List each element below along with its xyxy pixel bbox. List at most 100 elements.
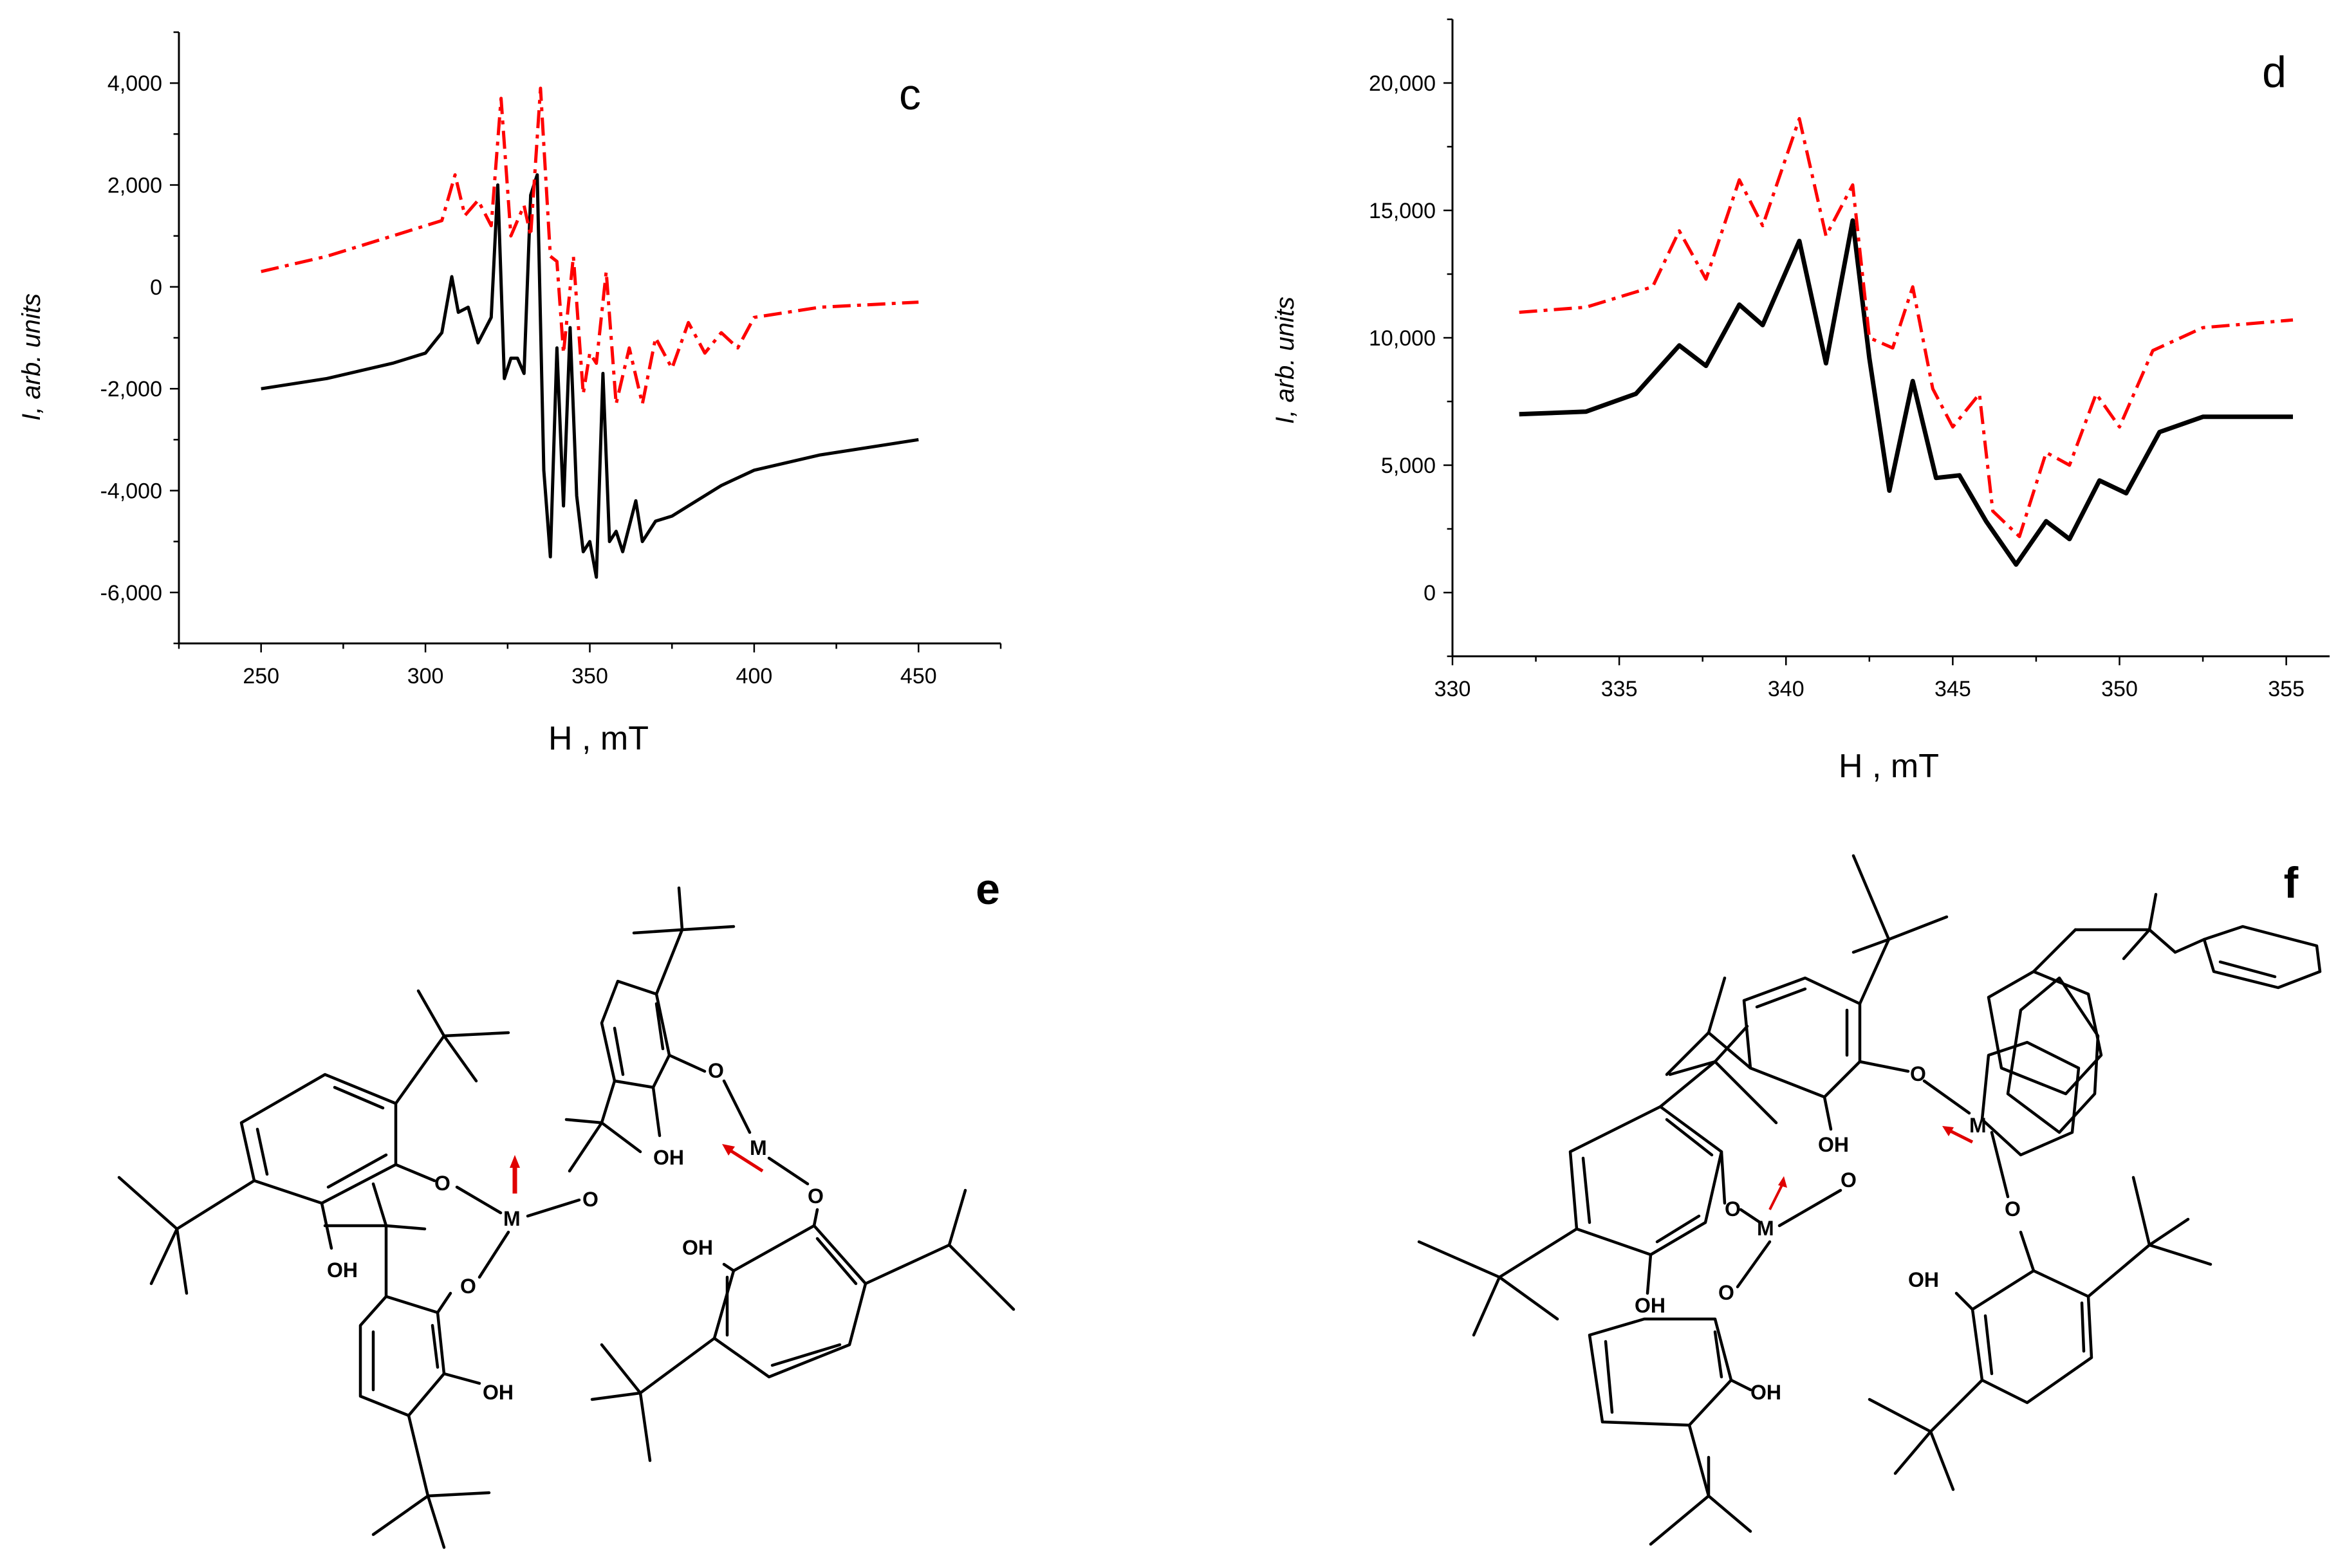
ring-f1-tbu <box>1858 937 1891 1006</box>
ring-f4 <box>1868 1176 2212 1491</box>
ring-b-tbu2-m1 <box>371 1494 430 1536</box>
ring-f1-tbu-m2 <box>1887 915 1949 941</box>
ring-f2-tbu2-m2 <box>1472 1275 1501 1337</box>
y-tick-label-c: 4,000 <box>107 71 162 96</box>
structure-panel-f: f OH O M O <box>1417 854 2322 1546</box>
x-tick-label-c: 250 <box>243 664 279 688</box>
ring-b-o-link <box>436 1291 452 1314</box>
y-axis-label-d: I, arb. units <box>1271 297 1299 424</box>
m-o-bond-e1 <box>526 1198 581 1218</box>
spin-arrow-head-e2 <box>722 1144 735 1156</box>
ring-f3-double-2 <box>1713 1330 1723 1379</box>
spin-arrow-head-e1 <box>510 1155 520 1168</box>
ring-d-tbu-m3 <box>638 1391 652 1462</box>
ring-d-double-2 <box>815 1237 858 1286</box>
atom-oh-f4: OH <box>1908 1268 1939 1291</box>
ring-f4-tbu <box>2086 1243 2151 1298</box>
atom-o-f2: O <box>2005 1197 2021 1221</box>
atom-o-d: O <box>808 1185 824 1208</box>
atom-oh-f1: OH <box>1818 1133 1849 1156</box>
ring-d <box>590 1188 1016 1462</box>
tbu-a2-bond <box>175 1179 256 1231</box>
y-axis-units-c: , arb. units <box>17 293 46 414</box>
m-o-bond-d <box>767 1156 810 1186</box>
ring-c-outline <box>600 979 671 1089</box>
phenyl-link <box>2173 937 2206 954</box>
ring-b-double-2 <box>431 1324 440 1369</box>
ring-f2-tbu <box>1658 1060 1717 1109</box>
ring-f1-outline <box>1742 976 1862 1099</box>
y-tick-label-d: 15,000 <box>1369 199 1436 223</box>
series-line-c-black <box>261 173 919 579</box>
atom-o-c: O <box>708 1059 724 1082</box>
x-tick-label-c: 400 <box>736 664 773 688</box>
structure-panel-e: e OH O M O <box>117 865 1016 1549</box>
ring-f1-side <box>1707 1031 1752 1070</box>
ring-f4-tbu2-m1 <box>1868 1397 1933 1434</box>
ring-d-outline <box>712 1224 867 1379</box>
ring-f4-oh-bond <box>1954 1291 1974 1311</box>
ring-d-o-link <box>812 1208 819 1228</box>
atom-m-e2: M <box>750 1136 767 1159</box>
ring-f3-oh-bond <box>1729 1378 1752 1392</box>
atom-oh-f2: OH <box>1635 1294 1665 1317</box>
x-tick-label-d: 330 <box>1434 677 1471 701</box>
atom-o-f5: O <box>1718 1281 1734 1304</box>
spin-arrow-e2 <box>726 1147 764 1173</box>
ring-f1-oh-bond <box>1823 1095 1833 1131</box>
y-tick-labels-c: -6,000 -4,000 -2,000 0 2,000 4,000 <box>100 71 162 605</box>
atom-o-e1: O <box>582 1188 598 1211</box>
series-d <box>1519 116 2294 567</box>
ring-a-double-bond-2 <box>333 1085 385 1110</box>
atom-oh-c: OH <box>653 1146 684 1169</box>
ring-b-tbu2-m3 <box>426 1494 446 1549</box>
y-axis-label-c: I, arb. units <box>17 293 46 421</box>
ring-f1 <box>1665 854 1949 1131</box>
ring-c-tbu-m2 <box>680 925 736 932</box>
ring-f1-tbu-m1 <box>1851 854 1891 941</box>
ring-f2-double <box>1581 1156 1591 1224</box>
ring-d-tbu <box>638 1336 716 1395</box>
ring-d-tbu-m1 <box>590 1391 642 1401</box>
ring-d-double-3 <box>770 1343 842 1367</box>
o-m-bond-a <box>455 1185 503 1215</box>
ring-f3-tbu-m1 <box>1649 1494 1711 1546</box>
y-tick-label-d: 5,000 <box>1381 454 1436 478</box>
x-axis-label-c: H , mT <box>548 720 649 757</box>
series-line-d-red <box>1519 116 2294 539</box>
atom-m-f2: M <box>1969 1114 1987 1137</box>
ring-f1-double <box>1755 987 1807 1009</box>
chart-panel-d: 330 335 340 345 350 355 0 5,000 10,000 15,000 20,… <box>1271 18 2330 785</box>
tbu-a1-m2 <box>442 1031 510 1038</box>
ring-c-oh-bond <box>651 1085 662 1138</box>
axes-d <box>1443 18 2330 665</box>
phenyl-c <box>1980 1040 2081 1157</box>
tbu-a1-bond <box>394 1034 446 1105</box>
tbu-a2-m3 <box>175 1227 189 1295</box>
x-tick-labels-c: 250 300 350 400 450 <box>243 664 936 688</box>
tbu-a1-m3 <box>442 1034 478 1083</box>
ring-d-ipr-m1 <box>947 1188 967 1247</box>
linker-3 <box>2148 892 2158 932</box>
atom-m-e1: M <box>503 1207 521 1230</box>
y-tick-label-c: 0 <box>150 275 162 300</box>
ring-d-tbu-m2 <box>600 1343 642 1395</box>
ring-f3-tbu <box>1687 1423 1711 1498</box>
ring-f2-tbu-m1 <box>1713 1024 1749 1064</box>
ring-c-tbu-m3 <box>677 886 684 932</box>
spin-arrow-f1 <box>1768 1183 1784 1210</box>
ring-f2-double-2 <box>1665 1118 1714 1157</box>
ring-b-tbu1-m2 <box>384 1224 427 1231</box>
ring-c-double-2 <box>654 1002 665 1051</box>
atom-oh-f3: OH <box>1750 1381 1781 1404</box>
y-tick-label-d: 20,000 <box>1369 71 1436 96</box>
series-line-d-black <box>1519 218 2293 567</box>
ring-b-tbu2-m2 <box>426 1491 491 1498</box>
series-line-c-red <box>261 86 919 406</box>
x-axis-label-d: H , mT <box>1839 748 1939 785</box>
ring-f1-side-m1 <box>1707 976 1727 1035</box>
ring-f1-side-m2 <box>1665 1031 1711 1076</box>
y-tick-label-d: 10,000 <box>1369 326 1436 351</box>
o-m-bond-f3 <box>1739 1208 1762 1224</box>
y-tick-label-c: -4,000 <box>100 479 162 504</box>
